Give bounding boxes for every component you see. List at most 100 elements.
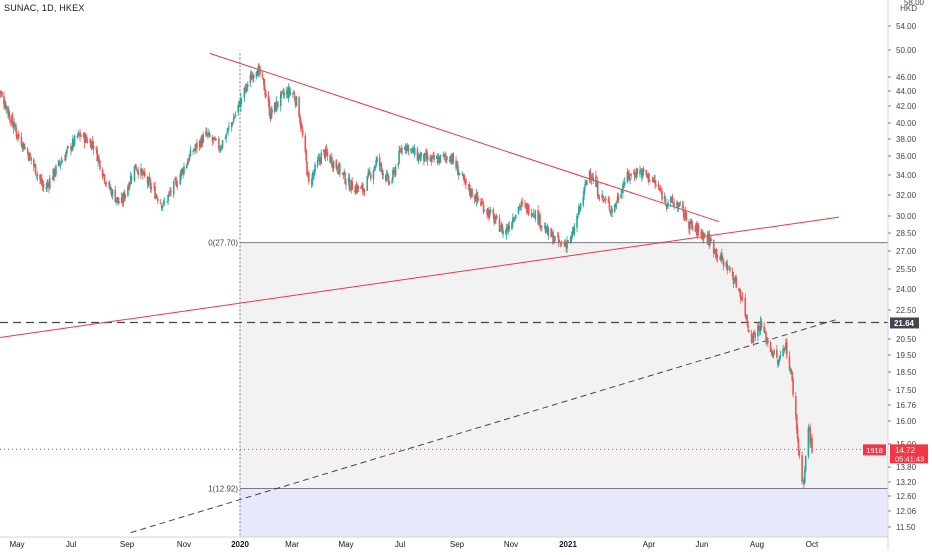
candle-body <box>413 147 416 156</box>
candle <box>431 155 433 163</box>
candle <box>159 199 162 205</box>
candle <box>387 174 390 186</box>
candle <box>231 121 234 126</box>
candle <box>789 366 792 375</box>
candle-body <box>449 156 452 162</box>
candle-body <box>426 155 429 161</box>
candle <box>85 134 88 142</box>
candle <box>567 240 569 244</box>
candle <box>265 89 267 98</box>
candle-body <box>488 210 491 217</box>
candle <box>275 96 278 113</box>
candle <box>701 228 703 240</box>
candle-body <box>270 108 272 120</box>
candle-body <box>41 183 44 186</box>
horizontal-line-tag-text: 21.64 <box>894 319 915 328</box>
candle <box>457 169 460 180</box>
candle-body <box>168 192 170 194</box>
candle-body <box>21 147 24 149</box>
candle <box>412 145 414 153</box>
candle-body <box>109 188 112 190</box>
candle <box>413 143 416 158</box>
candle <box>198 139 201 152</box>
candle <box>715 247 718 262</box>
candle <box>665 204 668 212</box>
candle <box>586 180 588 186</box>
candle-body <box>332 161 335 169</box>
candle <box>726 259 729 275</box>
candle-body <box>59 164 62 166</box>
y-tick-label: 12.60 <box>896 492 917 501</box>
candle-body <box>373 167 376 170</box>
candle <box>376 155 378 165</box>
candle <box>277 100 279 108</box>
candle-body <box>545 226 548 232</box>
candle <box>560 240 563 247</box>
candle-body <box>572 230 575 234</box>
candle <box>809 423 811 448</box>
candle <box>118 197 120 204</box>
candle-body <box>143 171 145 175</box>
candle <box>802 476 804 482</box>
horizontal-line-tag: 21.64 <box>890 317 919 329</box>
candle-body <box>53 168 55 177</box>
candle <box>155 192 157 200</box>
candle <box>537 204 539 226</box>
candle-body <box>311 174 314 185</box>
candle-body <box>287 87 290 99</box>
candle-body <box>573 227 576 234</box>
last-price-left-text: 1918 <box>866 446 883 455</box>
candle-body <box>122 193 125 203</box>
candle <box>293 90 296 102</box>
candle <box>741 292 744 302</box>
candle <box>455 156 457 172</box>
candle <box>558 239 561 243</box>
candle-body <box>323 149 325 152</box>
candle-body <box>689 222 691 230</box>
candle <box>205 127 207 138</box>
candle <box>492 207 495 219</box>
candle <box>230 121 233 132</box>
candle <box>666 202 669 209</box>
candle <box>82 132 85 139</box>
candle-body <box>521 201 524 203</box>
candle-body <box>394 167 397 176</box>
candle-body <box>252 75 254 80</box>
candle <box>135 164 138 171</box>
candle <box>104 181 107 187</box>
candle-body <box>480 201 482 206</box>
candle <box>401 144 403 156</box>
y-tick-label: 20.50 <box>896 335 917 344</box>
candle-body <box>735 277 738 288</box>
candle-body <box>308 172 310 182</box>
candle-body <box>92 145 95 150</box>
fib-band-upper <box>240 242 888 489</box>
candle-body <box>627 171 630 176</box>
candle <box>162 199 165 208</box>
candle <box>745 314 747 321</box>
candle-body <box>481 202 484 204</box>
candle-body <box>733 282 736 283</box>
candle <box>531 212 534 217</box>
candle-body <box>329 154 331 163</box>
candle <box>545 225 548 233</box>
candle-body <box>304 135 307 152</box>
candle-body <box>143 172 146 177</box>
candle <box>153 182 155 191</box>
candle-body <box>448 160 451 162</box>
candle <box>758 322 760 331</box>
candle-body <box>17 133 20 138</box>
candle <box>425 148 428 162</box>
candle <box>543 222 546 230</box>
candle-body <box>376 157 378 162</box>
candle <box>140 163 142 180</box>
candle <box>785 337 788 360</box>
candle <box>300 117 302 133</box>
candle <box>80 133 82 138</box>
candle-body <box>502 230 504 235</box>
candle <box>653 174 656 184</box>
candle-body <box>550 228 552 238</box>
candle <box>48 181 50 193</box>
